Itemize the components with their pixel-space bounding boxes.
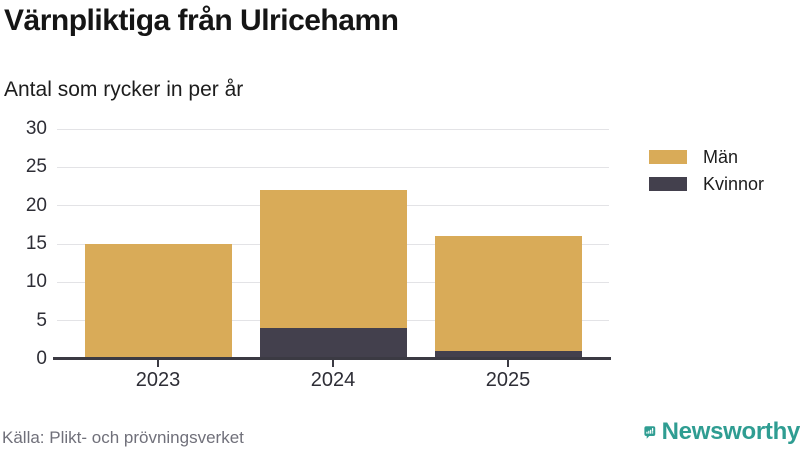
legend: Män Kvinnor — [649, 147, 764, 201]
source-note: Källa: Plikt- och prövningsverket — [2, 428, 244, 447]
legend-swatch-man — [649, 150, 687, 164]
y-tick-label-30: 30 — [25, 118, 47, 139]
y-tick-label-20: 20 — [25, 194, 47, 216]
legend-item-man: Män — [649, 147, 764, 167]
gridline-y25 — [57, 166, 609, 168]
legend-label-man: Män — [703, 146, 739, 167]
bar-2023-män — [84, 244, 232, 359]
legend-swatch-kvinnor — [649, 177, 687, 191]
x-tick-label-2023: 2023 — [135, 369, 181, 391]
legend-item-kvinnor: Kvinnor — [649, 174, 764, 194]
y-tick-label-10: 10 — [25, 271, 47, 293]
y-tick-label-0: 0 — [36, 348, 47, 369]
x-tick-2023 — [157, 360, 159, 367]
plot-area — [57, 128, 609, 359]
newsworthy-logo: Newsworthy — [644, 415, 800, 449]
legend-label-kvinnor: Kvinnor — [703, 173, 765, 194]
x-axis-line — [53, 357, 611, 360]
y-tick-label-5: 5 — [36, 309, 47, 331]
x-tick-label-2024: 2024 — [310, 369, 356, 391]
gridline-y30 — [57, 128, 609, 130]
chart-subtitle: Antal som rycker in per år — [4, 78, 244, 101]
x-tick-label-2025: 2025 — [485, 369, 531, 391]
y-axis-labels: 0 5 10 15 20 25 30 — [0, 0, 47, 450]
bar-2024-män — [259, 190, 407, 329]
newsworthy-wordmark: Newsworthy — [661, 418, 800, 445]
bar-2025-män — [434, 236, 582, 352]
chart-title: Värnpliktiga från Ulricehamn — [4, 4, 399, 37]
y-tick-label-25: 25 — [25, 156, 47, 178]
newsworthy-icon — [644, 425, 656, 439]
bar-2024-kvinnor — [259, 328, 407, 359]
x-tick-2025 — [507, 360, 509, 367]
x-tick-2024 — [332, 360, 334, 367]
y-tick-label-15: 15 — [25, 233, 47, 254]
bar-2025-kvinnor — [434, 351, 582, 359]
